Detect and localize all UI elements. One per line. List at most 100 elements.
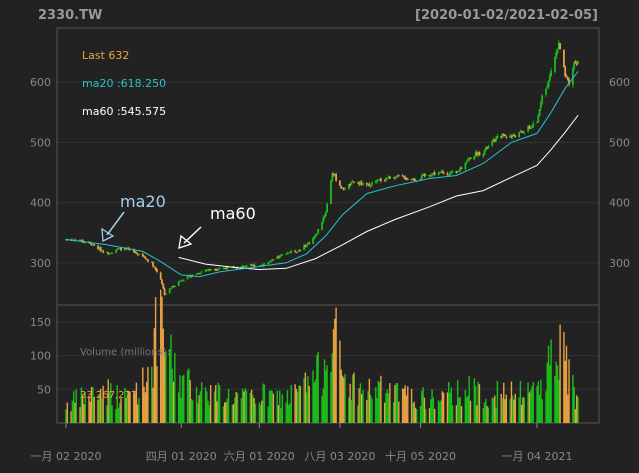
volume-bar [325,370,327,423]
volume-bar [467,395,469,423]
volume-bar [250,389,253,423]
candle-body [179,280,181,282]
volume-bar [574,409,577,423]
volume-bar [538,394,541,423]
candle-body [116,248,119,251]
volume-bar [341,375,344,423]
volume-bar [549,365,551,423]
volume-bar [226,398,228,423]
candle-body [276,256,279,260]
volume-bar [439,401,441,423]
volume-bar [451,405,454,423]
candle-body [419,178,422,180]
volume-bar [316,355,318,423]
candle-body [545,88,547,95]
candle-body [117,248,120,250]
candle-body [134,251,137,254]
volume-bar [204,387,207,423]
volume-bar [335,307,337,423]
volume-bar [331,353,333,423]
volume-bar [240,398,243,423]
volume-bar [567,394,569,423]
candle-body [333,174,336,176]
volume-bar [514,393,516,423]
candle-body [249,264,252,266]
candle-body [396,174,399,177]
candle-body [387,176,390,179]
volume-bar [277,405,280,423]
volume-bar [456,380,459,423]
candle-body [323,215,326,219]
candle-body [487,145,490,149]
candle-body [564,66,567,77]
candle-body [205,270,208,272]
candle-body [225,267,227,270]
volume-bar [227,388,230,423]
volume-bar [348,397,350,423]
volume-bar [350,399,353,423]
candle-body [428,175,431,177]
candle-body [483,150,486,155]
ma60-arrow-icon [178,226,202,249]
price-tick-label-left: 500 [30,136,51,149]
volume-bar [160,289,162,423]
candle-body [365,182,368,185]
candle-body [285,254,288,256]
candle-body [127,247,130,249]
volume-bar [546,362,548,423]
volume-bar [224,402,226,423]
candle-body [154,267,157,270]
volume-bar [66,402,68,423]
volume-bar [296,392,299,423]
volume-bar [450,387,452,423]
candle-body [575,63,578,65]
candle-body [236,266,239,268]
candle-body [81,239,84,243]
candle-body [304,245,307,248]
volume-bar [339,340,341,423]
candle-body [504,135,506,137]
volume-bar [135,382,138,423]
volume-bar [545,390,547,423]
candle-body [413,178,416,181]
volume-bar [503,382,505,423]
candle-body [159,272,162,280]
volume-bar [482,407,484,423]
volume-bar [414,407,417,423]
candle-body [190,275,193,278]
volume-bar [98,393,100,423]
candle-body [438,172,441,174]
volume-bar [326,365,328,423]
volume-bar [244,388,246,423]
candle-body [241,265,244,267]
candle-body [217,268,220,270]
volume-bar [510,381,513,423]
volume-bar [120,398,122,423]
candle-body [340,185,343,189]
candle-body [227,266,230,268]
candle-body [118,247,121,249]
candle-body [331,173,334,182]
volume-bar [183,374,185,423]
volume-bar [469,400,472,423]
volume-bar [558,379,560,423]
candle-body [501,133,504,138]
volume-bar [65,409,67,423]
volume-bar [500,393,502,423]
volume-bar [179,375,181,423]
volume-bar [314,379,317,423]
volume-title: Volume (millions): [80,347,170,358]
candle-body [495,137,497,142]
candle-body [502,134,505,136]
volume-bar [145,381,148,423]
candle-body [168,288,171,294]
volume-bar [299,385,301,423]
candle-body [386,178,389,180]
candle-body [196,272,199,274]
candle-body [411,178,414,180]
volume-bar [295,388,298,423]
volume-bar [377,381,380,423]
candle-body [450,171,453,173]
volume-bar [375,387,377,423]
volume-bar [554,376,556,423]
